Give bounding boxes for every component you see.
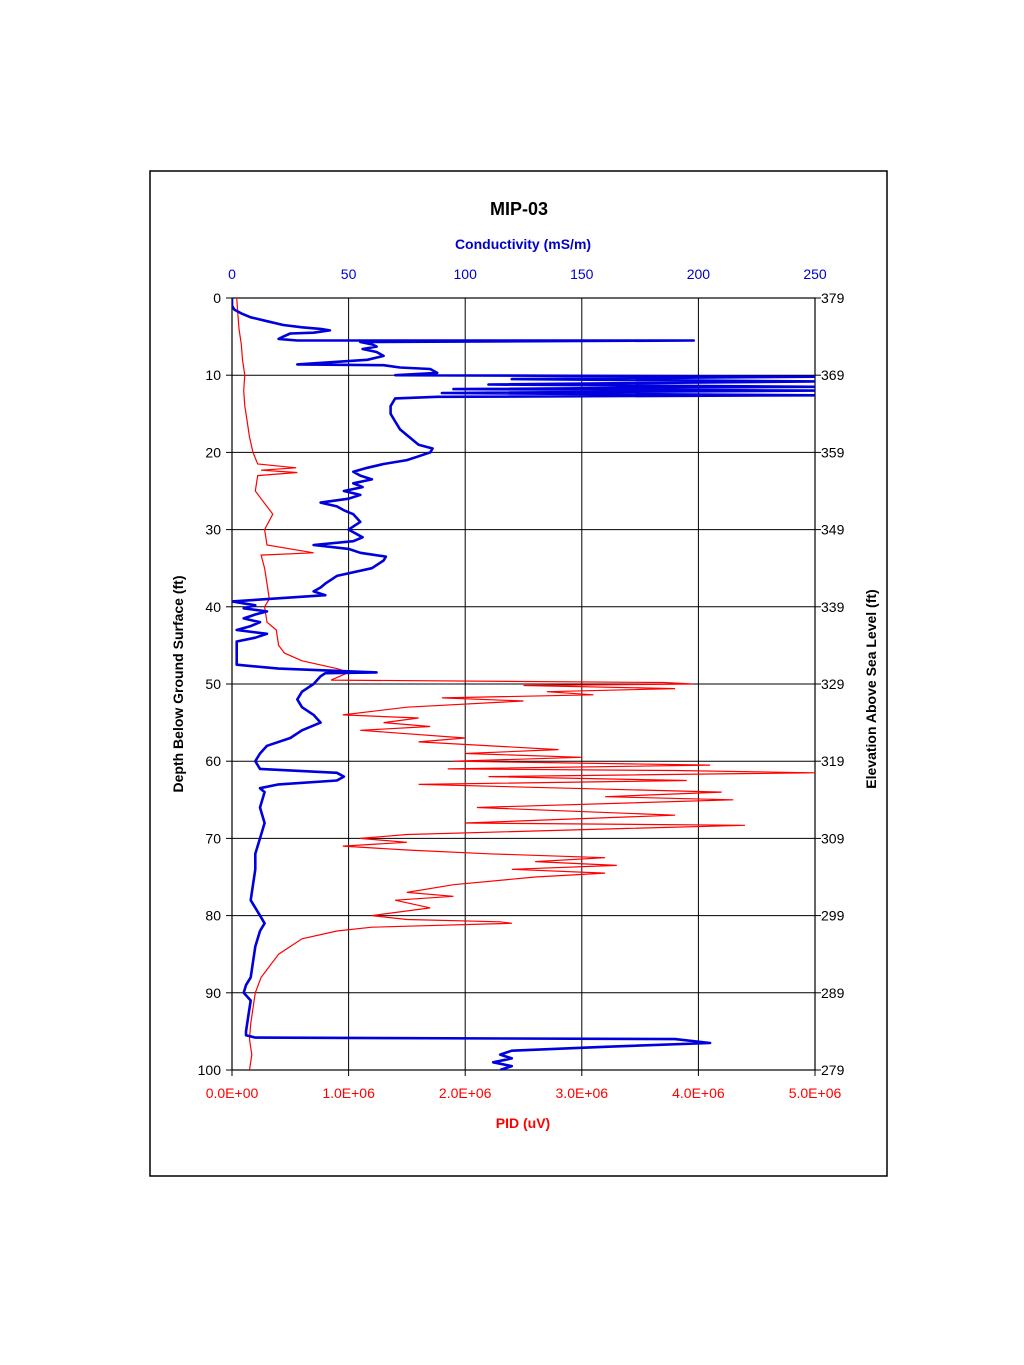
pid-tick-label: 1.0E+06 (322, 1085, 375, 1101)
pid-tick-label: 3.0E+06 (556, 1085, 609, 1101)
depth-tick-label: 10 (205, 367, 221, 383)
conductivity-tick-label: 250 (803, 266, 827, 282)
depth-tick-label: 70 (205, 830, 221, 846)
elevation-tick-label: 369 (821, 367, 845, 383)
depth-tick-label: 40 (205, 599, 221, 615)
elevation-tick-label: 359 (821, 444, 845, 460)
depth-tick-label: 20 (205, 444, 221, 460)
pid-tick-label: 2.0E+06 (439, 1085, 492, 1101)
conductivity-tick-label: 200 (687, 266, 711, 282)
depth-tick-label: 80 (205, 908, 221, 924)
depth-tick-label: 100 (198, 1062, 222, 1078)
conductivity-tick-label: 150 (570, 266, 594, 282)
elevation-axis-label: Elevation Above Sea Level (ft) (863, 589, 879, 788)
elevation-tick-label: 279 (821, 1062, 845, 1078)
conductivity-axis-label: Conductivity (mS/m) (455, 236, 591, 252)
chart-border (149, 170, 888, 1177)
pid-axis-label: PID (uV) (496, 1115, 550, 1131)
elevation-tick-label: 299 (821, 908, 845, 924)
elevation-tick-label: 329 (821, 676, 845, 692)
pid-series-line (236, 298, 815, 1070)
elevation-tick-label: 349 (821, 522, 845, 538)
depth-tick-label: 90 (205, 985, 221, 1001)
depth-tick-label: 60 (205, 753, 221, 769)
conductivity-series-line (232, 298, 815, 1070)
elevation-tick-label: 289 (821, 985, 845, 1001)
depth-axis-label: Depth Below Ground Surface (ft) (170, 576, 186, 793)
depth-tick-label: 0 (213, 290, 221, 306)
chart-title: MIP-03 (490, 199, 548, 219)
plot-border (231, 297, 816, 1071)
pid-tick-label: 5.0E+06 (789, 1085, 842, 1101)
conductivity-tick-label: 0 (228, 266, 236, 282)
elevation-tick-label: 379 (821, 290, 845, 306)
elevation-tick-label: 319 (821, 753, 845, 769)
depth-tick-label: 50 (205, 676, 221, 692)
conductivity-tick-label: 100 (454, 266, 478, 282)
elevation-tick-label: 309 (821, 830, 845, 846)
depth-tick-label: 30 (205, 522, 221, 538)
pid-tick-label: 4.0E+06 (672, 1085, 725, 1101)
conductivity-tick-label: 50 (341, 266, 357, 282)
elevation-tick-label: 339 (821, 599, 845, 615)
pid-tick-label: 0.0E+00 (206, 1085, 259, 1101)
